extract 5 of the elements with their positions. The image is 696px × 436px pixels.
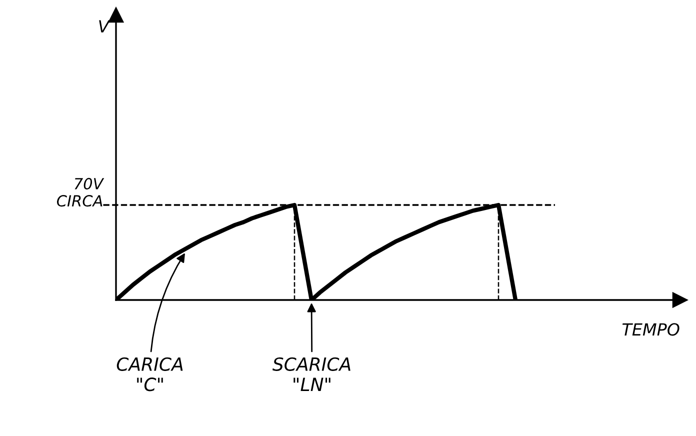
x-axis-title: TEMPO xyxy=(622,323,680,336)
text: CARICA "C" xyxy=(116,357,183,392)
text: SCARICA "LN" xyxy=(272,357,350,391)
text: V xyxy=(99,20,110,32)
ref-line-label: 70V CIRCA xyxy=(56,178,104,207)
